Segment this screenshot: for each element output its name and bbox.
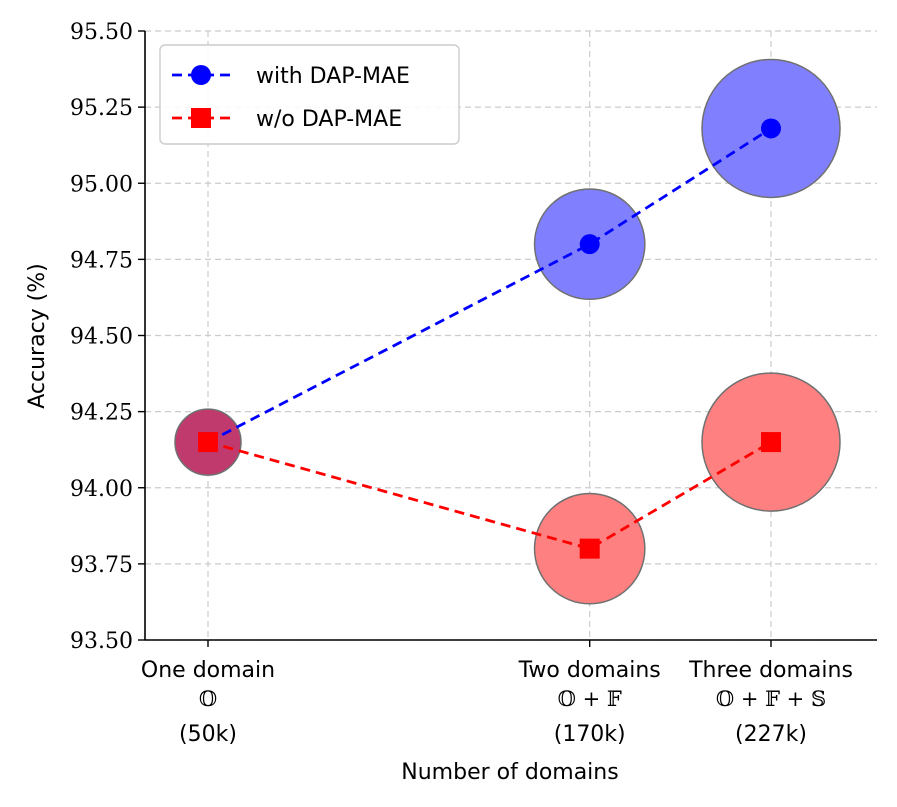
x-tick-symbol: 𝕆 + 𝔽	[558, 687, 622, 711]
grid-lines	[145, 30, 877, 641]
x-axis-label: Number of domains	[401, 760, 618, 785]
y-tick-labels: 93.50 93.75 94.00 94.25 94.50 94.75 95.00 95.25…	[70, 20, 133, 654]
series-lines	[207, 127, 772, 551]
y-tick-label: 93.50	[70, 629, 133, 654]
legend-label: w/o DAP-MAE	[256, 107, 402, 132]
y-tick-label: 95.00	[70, 172, 133, 197]
x-tick-size: (170k)	[554, 722, 626, 747]
y-tick-label: 93.75	[70, 553, 133, 578]
marker-without-dap-mae	[198, 432, 218, 453]
y-tick-label: 94.50	[70, 325, 133, 350]
marker-with-dap-mae	[761, 118, 781, 139]
series-markers	[198, 118, 781, 559]
series-line-without-dap-mae	[207, 440, 772, 551]
y-axis-label: Accuracy (%)	[25, 263, 50, 409]
marker-without-dap-mae	[579, 538, 600, 559]
x-tick-name: Two domains	[518, 658, 661, 683]
series-line-with-dap-mae	[207, 127, 772, 444]
y-tick-label: 95.50	[70, 20, 133, 45]
x-tick-name: Three domains	[688, 658, 853, 683]
legend-box	[159, 44, 460, 145]
marker-with-dap-mae	[579, 234, 600, 255]
x-tick-symbol: 𝕆 + 𝔽 + 𝕊	[716, 687, 826, 711]
legend-marker-circle	[191, 65, 211, 85]
y-tick-label: 94.75	[70, 248, 133, 273]
x-tick-size: (50k)	[179, 722, 237, 747]
legend-label: with DAP-MAE	[256, 64, 410, 89]
y-tick-label: 94.25	[70, 401, 133, 426]
x-tick-size: (227k)	[735, 722, 807, 747]
x-tick-labels: One domain 𝕆 (50k) Two domains 𝕆 + 𝔽 (170k) Th…	[141, 658, 853, 747]
legend-marker-square	[191, 108, 211, 128]
legend: with DAP-MAE w/o DAP-MAE	[159, 44, 460, 145]
y-tick-label: 95.25	[70, 96, 133, 121]
x-tick-symbol: 𝕆	[199, 687, 217, 711]
x-tick-name: One domain	[141, 658, 275, 683]
axes	[138, 30, 877, 647]
marker-without-dap-mae	[761, 432, 781, 453]
y-tick-label: 94.00	[70, 477, 133, 502]
